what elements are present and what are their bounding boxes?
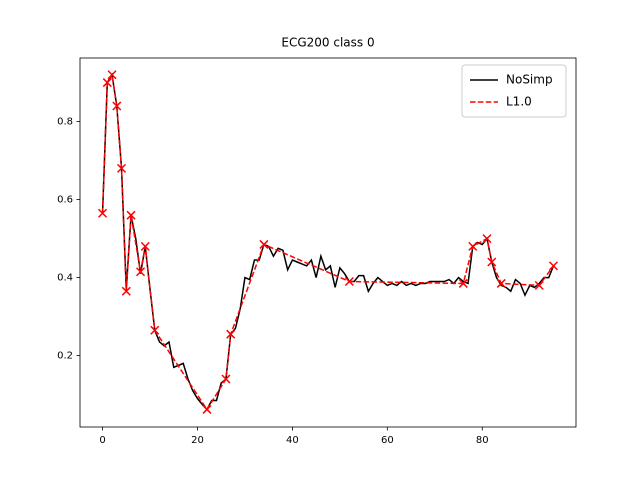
legend-label: NoSimp: [506, 73, 553, 87]
marker: [102, 78, 112, 88]
x-tick-label: 60: [381, 435, 394, 446]
plot-frame: [79, 57, 577, 428]
x-tick-label: 40: [286, 435, 299, 446]
marker: [112, 101, 122, 111]
marker: [150, 325, 160, 335]
marker: [121, 286, 131, 296]
marker: [98, 208, 108, 218]
marker: [496, 278, 506, 288]
x-tick-label: 0: [99, 435, 105, 446]
y-tick-label: 0.2: [57, 351, 73, 362]
marker: [534, 280, 544, 290]
marker: [458, 278, 468, 288]
y-tick-label: 0.6: [57, 195, 73, 206]
marker: [259, 239, 269, 249]
marker: [117, 163, 127, 173]
legend-box: [461, 64, 567, 118]
marker: [202, 404, 212, 414]
y-tick-label: 0.4: [57, 273, 73, 284]
y-tick-label: 0.8: [57, 117, 73, 128]
marker: [468, 241, 478, 251]
marker: [344, 276, 354, 287]
marker: [126, 210, 136, 220]
marker: [548, 261, 558, 271]
chart-title: ECG200 class 0: [281, 36, 374, 50]
marker: [107, 70, 117, 80]
marker: [221, 374, 231, 384]
x-tick-label: 80: [476, 435, 489, 446]
marker: [487, 257, 497, 267]
marker: [135, 267, 146, 277]
series-line: [101, 72, 555, 411]
marker: [226, 329, 236, 339]
marker: [482, 234, 492, 244]
marker: [140, 241, 150, 251]
x-tick-label: 20: [191, 435, 204, 446]
legend-label: L1.0: [506, 95, 532, 109]
